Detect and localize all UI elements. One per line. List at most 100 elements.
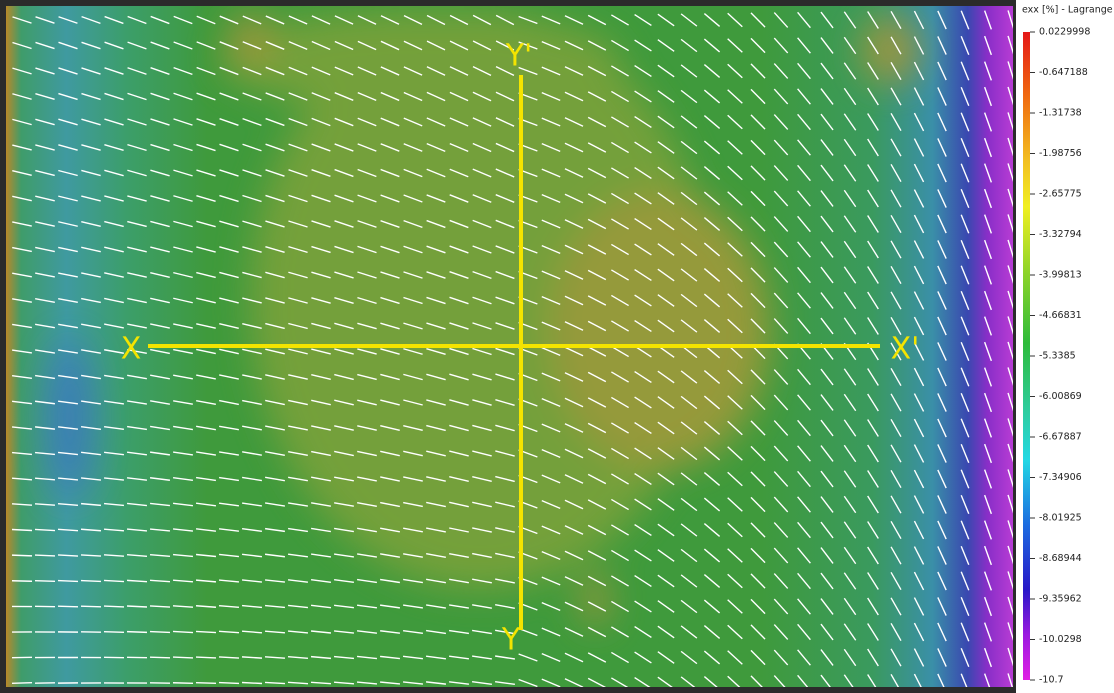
vector xyxy=(797,215,811,233)
vector xyxy=(449,399,469,406)
vector xyxy=(750,139,766,156)
vector xyxy=(81,220,101,228)
vector xyxy=(426,373,446,381)
vector xyxy=(218,630,240,634)
vector xyxy=(218,579,240,583)
vector xyxy=(867,113,879,131)
vector xyxy=(472,347,492,356)
vector xyxy=(149,656,171,659)
vector xyxy=(913,10,925,30)
vector xyxy=(797,368,811,386)
vector xyxy=(357,578,377,584)
vector xyxy=(587,193,607,204)
vector xyxy=(657,141,675,154)
vector xyxy=(311,220,331,228)
vector xyxy=(657,370,675,384)
vector xyxy=(127,220,147,228)
vector xyxy=(34,451,56,456)
vector xyxy=(334,40,354,51)
vector xyxy=(35,93,55,100)
vector xyxy=(541,321,561,331)
vector xyxy=(564,397,584,408)
vector xyxy=(150,195,170,202)
vector xyxy=(913,546,925,565)
vector xyxy=(797,190,811,207)
vector xyxy=(218,656,240,659)
vector xyxy=(564,550,584,561)
vector xyxy=(242,271,262,279)
vector xyxy=(657,115,675,129)
vector xyxy=(797,292,811,309)
vector xyxy=(634,268,652,282)
vector xyxy=(58,221,78,227)
vector xyxy=(288,194,308,203)
vector xyxy=(587,575,607,587)
vector xyxy=(983,673,991,687)
vector xyxy=(797,241,811,258)
vector xyxy=(1007,163,1013,182)
vector xyxy=(265,451,285,456)
vector xyxy=(380,117,400,127)
vector xyxy=(12,221,32,227)
vector xyxy=(380,527,400,533)
vector xyxy=(937,495,947,514)
vector xyxy=(611,447,629,460)
vector xyxy=(127,41,147,50)
vector xyxy=(960,443,970,464)
vector xyxy=(218,604,240,609)
vector xyxy=(356,655,378,660)
vector xyxy=(680,38,698,53)
vector xyxy=(680,395,698,410)
vector xyxy=(890,214,902,234)
vector xyxy=(820,598,834,615)
vector xyxy=(913,87,925,106)
vector xyxy=(219,246,239,253)
vector xyxy=(750,598,766,615)
vector xyxy=(35,169,55,177)
vector xyxy=(311,450,331,457)
vector xyxy=(727,165,743,181)
vector xyxy=(1007,61,1013,80)
vector xyxy=(890,495,902,514)
vector xyxy=(611,39,629,52)
vector xyxy=(867,36,879,55)
vector xyxy=(960,520,970,540)
colorbar-tick-label: -10.7 xyxy=(1039,675,1064,686)
vector xyxy=(219,194,239,203)
colorbar: exx [%] - Lagrange 0.0229998 -0.647188 -1.… xyxy=(1022,5,1113,686)
vector xyxy=(219,425,239,431)
vector xyxy=(843,87,857,106)
vector xyxy=(426,604,446,609)
vector xyxy=(890,112,902,132)
vector xyxy=(634,192,652,205)
vector xyxy=(703,369,721,385)
vector xyxy=(937,163,947,183)
vector xyxy=(773,369,789,385)
vector xyxy=(218,528,240,532)
vector xyxy=(843,674,854,687)
vector xyxy=(843,419,857,437)
vector xyxy=(403,245,423,254)
vector xyxy=(287,579,309,583)
vector xyxy=(472,527,492,533)
vector xyxy=(403,476,423,482)
vector xyxy=(750,573,766,589)
vector xyxy=(357,15,377,25)
vector xyxy=(311,15,331,25)
vector xyxy=(541,244,561,255)
vector xyxy=(937,622,947,642)
vector xyxy=(913,495,925,514)
vector xyxy=(680,242,698,257)
vector xyxy=(890,418,902,438)
vector xyxy=(1007,188,1013,208)
vector xyxy=(126,630,148,634)
vector xyxy=(426,40,446,51)
vector xyxy=(518,15,538,25)
vector xyxy=(960,137,970,158)
vector xyxy=(820,394,834,411)
vector xyxy=(81,169,101,177)
vector xyxy=(242,117,262,127)
vector xyxy=(657,600,675,613)
vector xyxy=(495,501,515,508)
vector xyxy=(58,374,78,380)
